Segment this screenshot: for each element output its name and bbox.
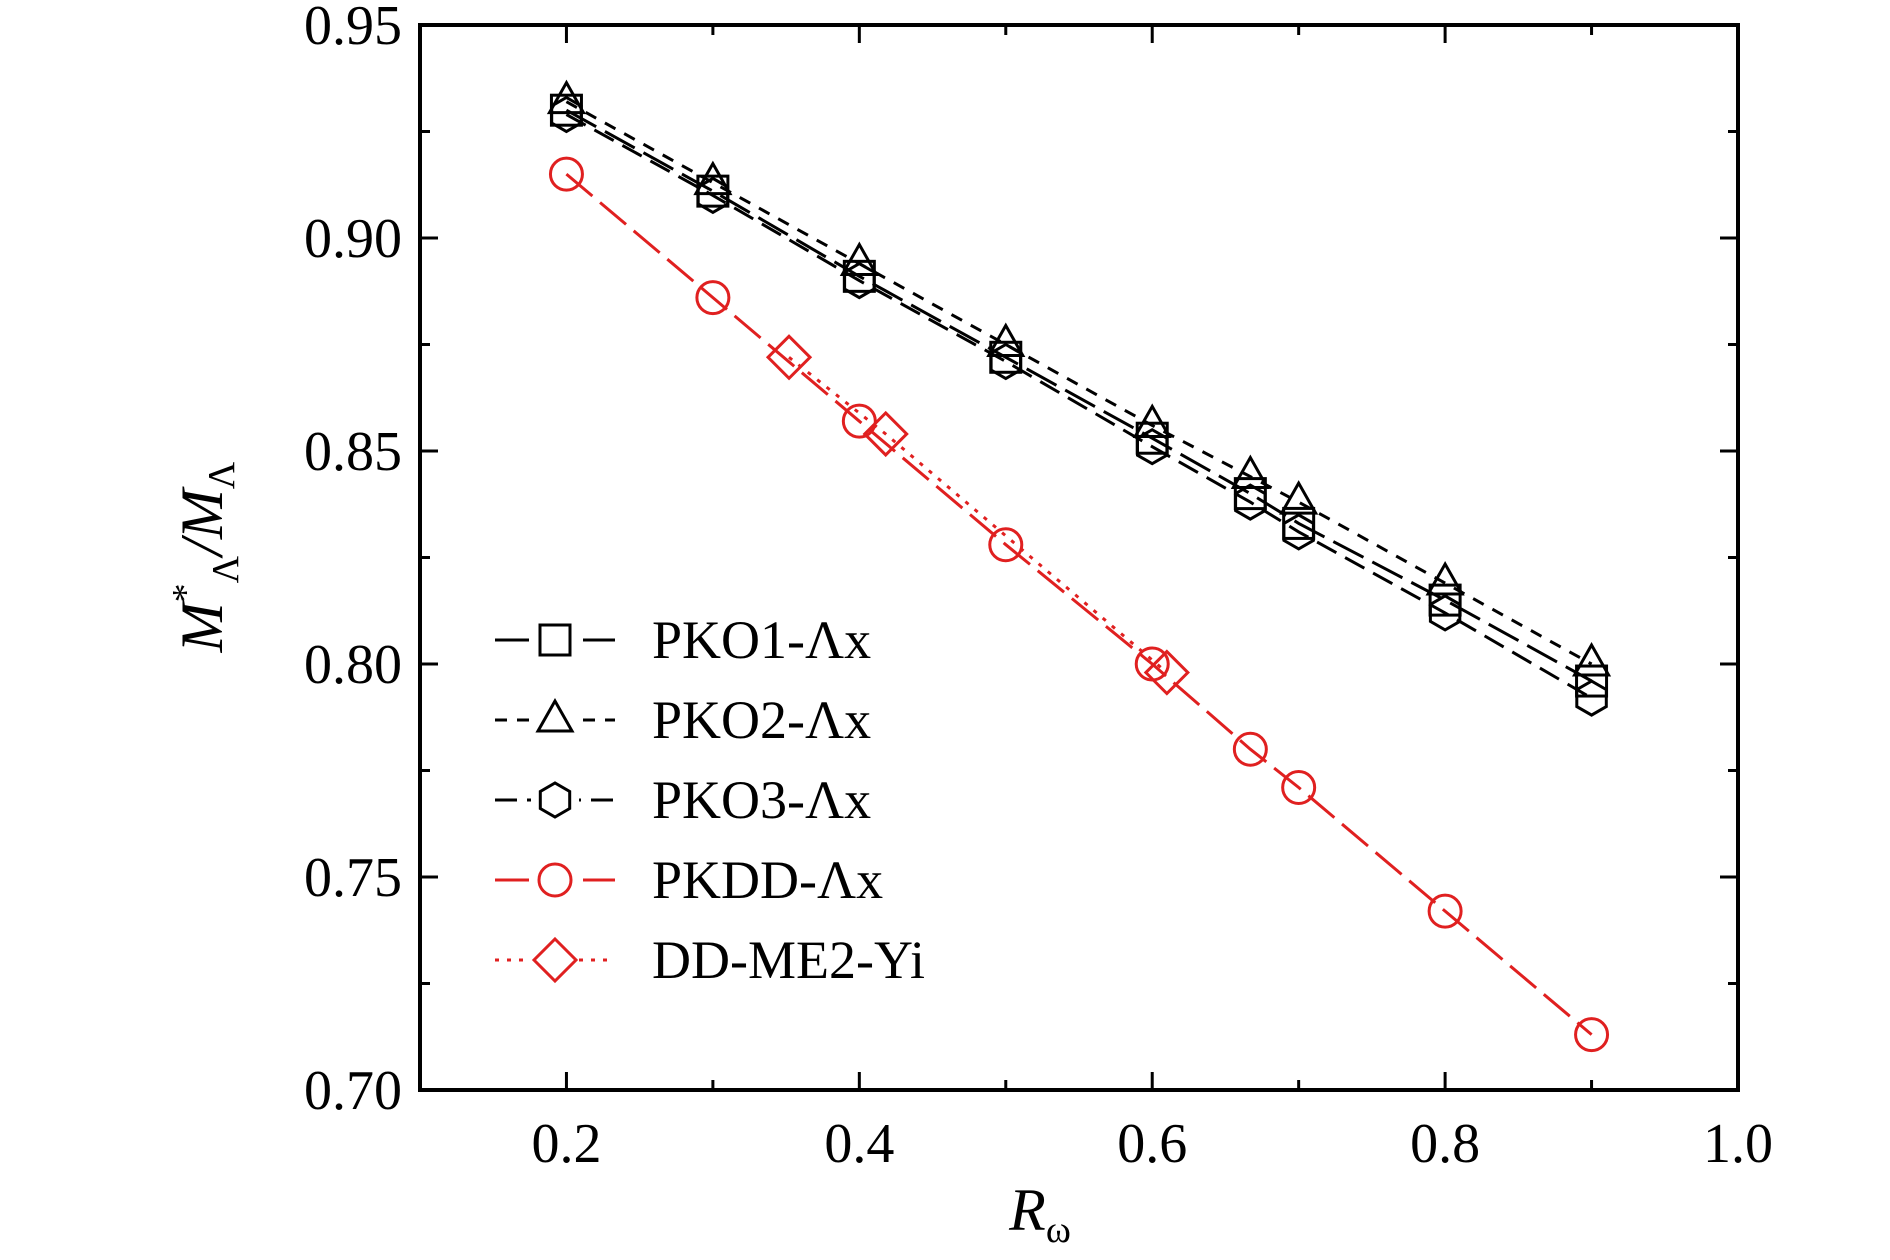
y-tick-label: 0.95 xyxy=(304,0,402,57)
series-group xyxy=(546,79,1612,1053)
data-point xyxy=(1428,583,1462,617)
legend-marker xyxy=(531,936,579,984)
data-point xyxy=(695,280,731,316)
legend-marker xyxy=(538,623,572,657)
legend-label: PKO3-Λx xyxy=(652,770,871,830)
series-line xyxy=(565,113,1593,700)
y-tick-label: 0.80 xyxy=(304,634,402,696)
data-point xyxy=(1132,403,1172,438)
plot-area xyxy=(418,23,1740,1092)
y-axis-label-main: M xyxy=(169,599,235,653)
data-point xyxy=(1428,594,1462,632)
legend-marker-bg xyxy=(531,616,579,664)
x-axis-label: Rω xyxy=(1008,1177,1071,1251)
legend-item: DD-ME2-Yi xyxy=(495,930,925,990)
y-tick-labels: 0.70 0.75 0.80 0.85 0.90 0.95 xyxy=(304,0,402,1122)
data-point xyxy=(765,334,813,381)
axis-ticks xyxy=(418,23,1740,1092)
data-point xyxy=(1136,427,1169,466)
data-point xyxy=(841,403,877,439)
legend-label: PKO2-Λx xyxy=(652,690,871,750)
data-point xyxy=(548,156,584,192)
legend-label: PKDD-Λx xyxy=(652,850,883,910)
data-point xyxy=(1425,561,1465,596)
data-point xyxy=(1571,641,1612,677)
data-point xyxy=(1281,770,1317,806)
data-point xyxy=(696,176,730,215)
legend-marker xyxy=(538,781,572,819)
legend-marker-bg xyxy=(531,936,579,984)
x-tick-label: 0.6 xyxy=(1117,1113,1187,1175)
x-axis-label-main: R xyxy=(1008,1177,1046,1243)
y-axis-label: M*Λ/MΛ xyxy=(165,461,247,653)
data-point xyxy=(989,342,1022,381)
data-point xyxy=(1575,664,1609,698)
data-point xyxy=(1279,480,1319,515)
legend-marker xyxy=(537,862,573,898)
x-tick-label: 1.0 xyxy=(1703,1113,1773,1175)
data-point xyxy=(1282,513,1315,551)
x-tick-label: 0.8 xyxy=(1410,1113,1480,1175)
y-tick-label: 0.85 xyxy=(304,421,402,483)
data-point xyxy=(862,410,909,458)
x-tick-label: 0.4 xyxy=(824,1113,894,1175)
data-point xyxy=(1232,731,1268,767)
y-axis-label-superscript: * xyxy=(165,583,207,602)
data-point xyxy=(1230,454,1270,490)
y-tick-label: 0.75 xyxy=(304,847,402,909)
data-point xyxy=(1575,679,1608,717)
data-point xyxy=(843,261,876,300)
legend: PKO1-Λx PKO2-Λx PKO3-Λx PKDD-Λx DD-ME2-Yi xyxy=(495,610,925,990)
series-1 xyxy=(546,79,1612,677)
y-tick-label: 0.90 xyxy=(304,208,402,270)
y-tick-label: 0.70 xyxy=(304,1060,402,1122)
data-point xyxy=(986,322,1026,357)
series-line xyxy=(565,100,1593,666)
legend-marker xyxy=(535,697,575,733)
data-point xyxy=(1234,483,1267,521)
legend-item: PKO1-Λx xyxy=(495,610,871,670)
x-tick-labels: 0.2 0.4 0.6 0.8 1.0 xyxy=(531,1113,1773,1175)
series-4 xyxy=(765,334,1190,696)
data-point xyxy=(1143,649,1190,696)
legend-item: PKDD-Λx xyxy=(495,850,883,910)
series-line xyxy=(788,356,1168,674)
data-point xyxy=(1427,893,1463,929)
y-axis-label-den-subscript: Λ xyxy=(201,461,243,489)
series-line xyxy=(565,108,1593,683)
legend-label: PKO1-Λx xyxy=(652,610,871,670)
data-point xyxy=(1574,1017,1610,1053)
x-axis-label-subscript: ω xyxy=(1046,1209,1071,1251)
series-2 xyxy=(550,95,1608,717)
y-axis-label-subscript: Λ xyxy=(205,555,247,583)
data-point xyxy=(839,241,879,277)
data-point xyxy=(550,95,583,134)
x-tick-label: 0.2 xyxy=(531,1113,601,1175)
data-point xyxy=(693,160,733,196)
legend-item: PKO2-Λx xyxy=(495,690,871,750)
legend-label: DD-ME2-Yi xyxy=(652,930,925,990)
data-point xyxy=(546,79,587,115)
series-line xyxy=(565,172,1593,1036)
data-point xyxy=(988,527,1024,563)
y-axis-label-denominator: /M xyxy=(169,486,235,559)
series-3 xyxy=(548,156,1610,1053)
legend-item: PKO3-Λx xyxy=(495,770,871,830)
